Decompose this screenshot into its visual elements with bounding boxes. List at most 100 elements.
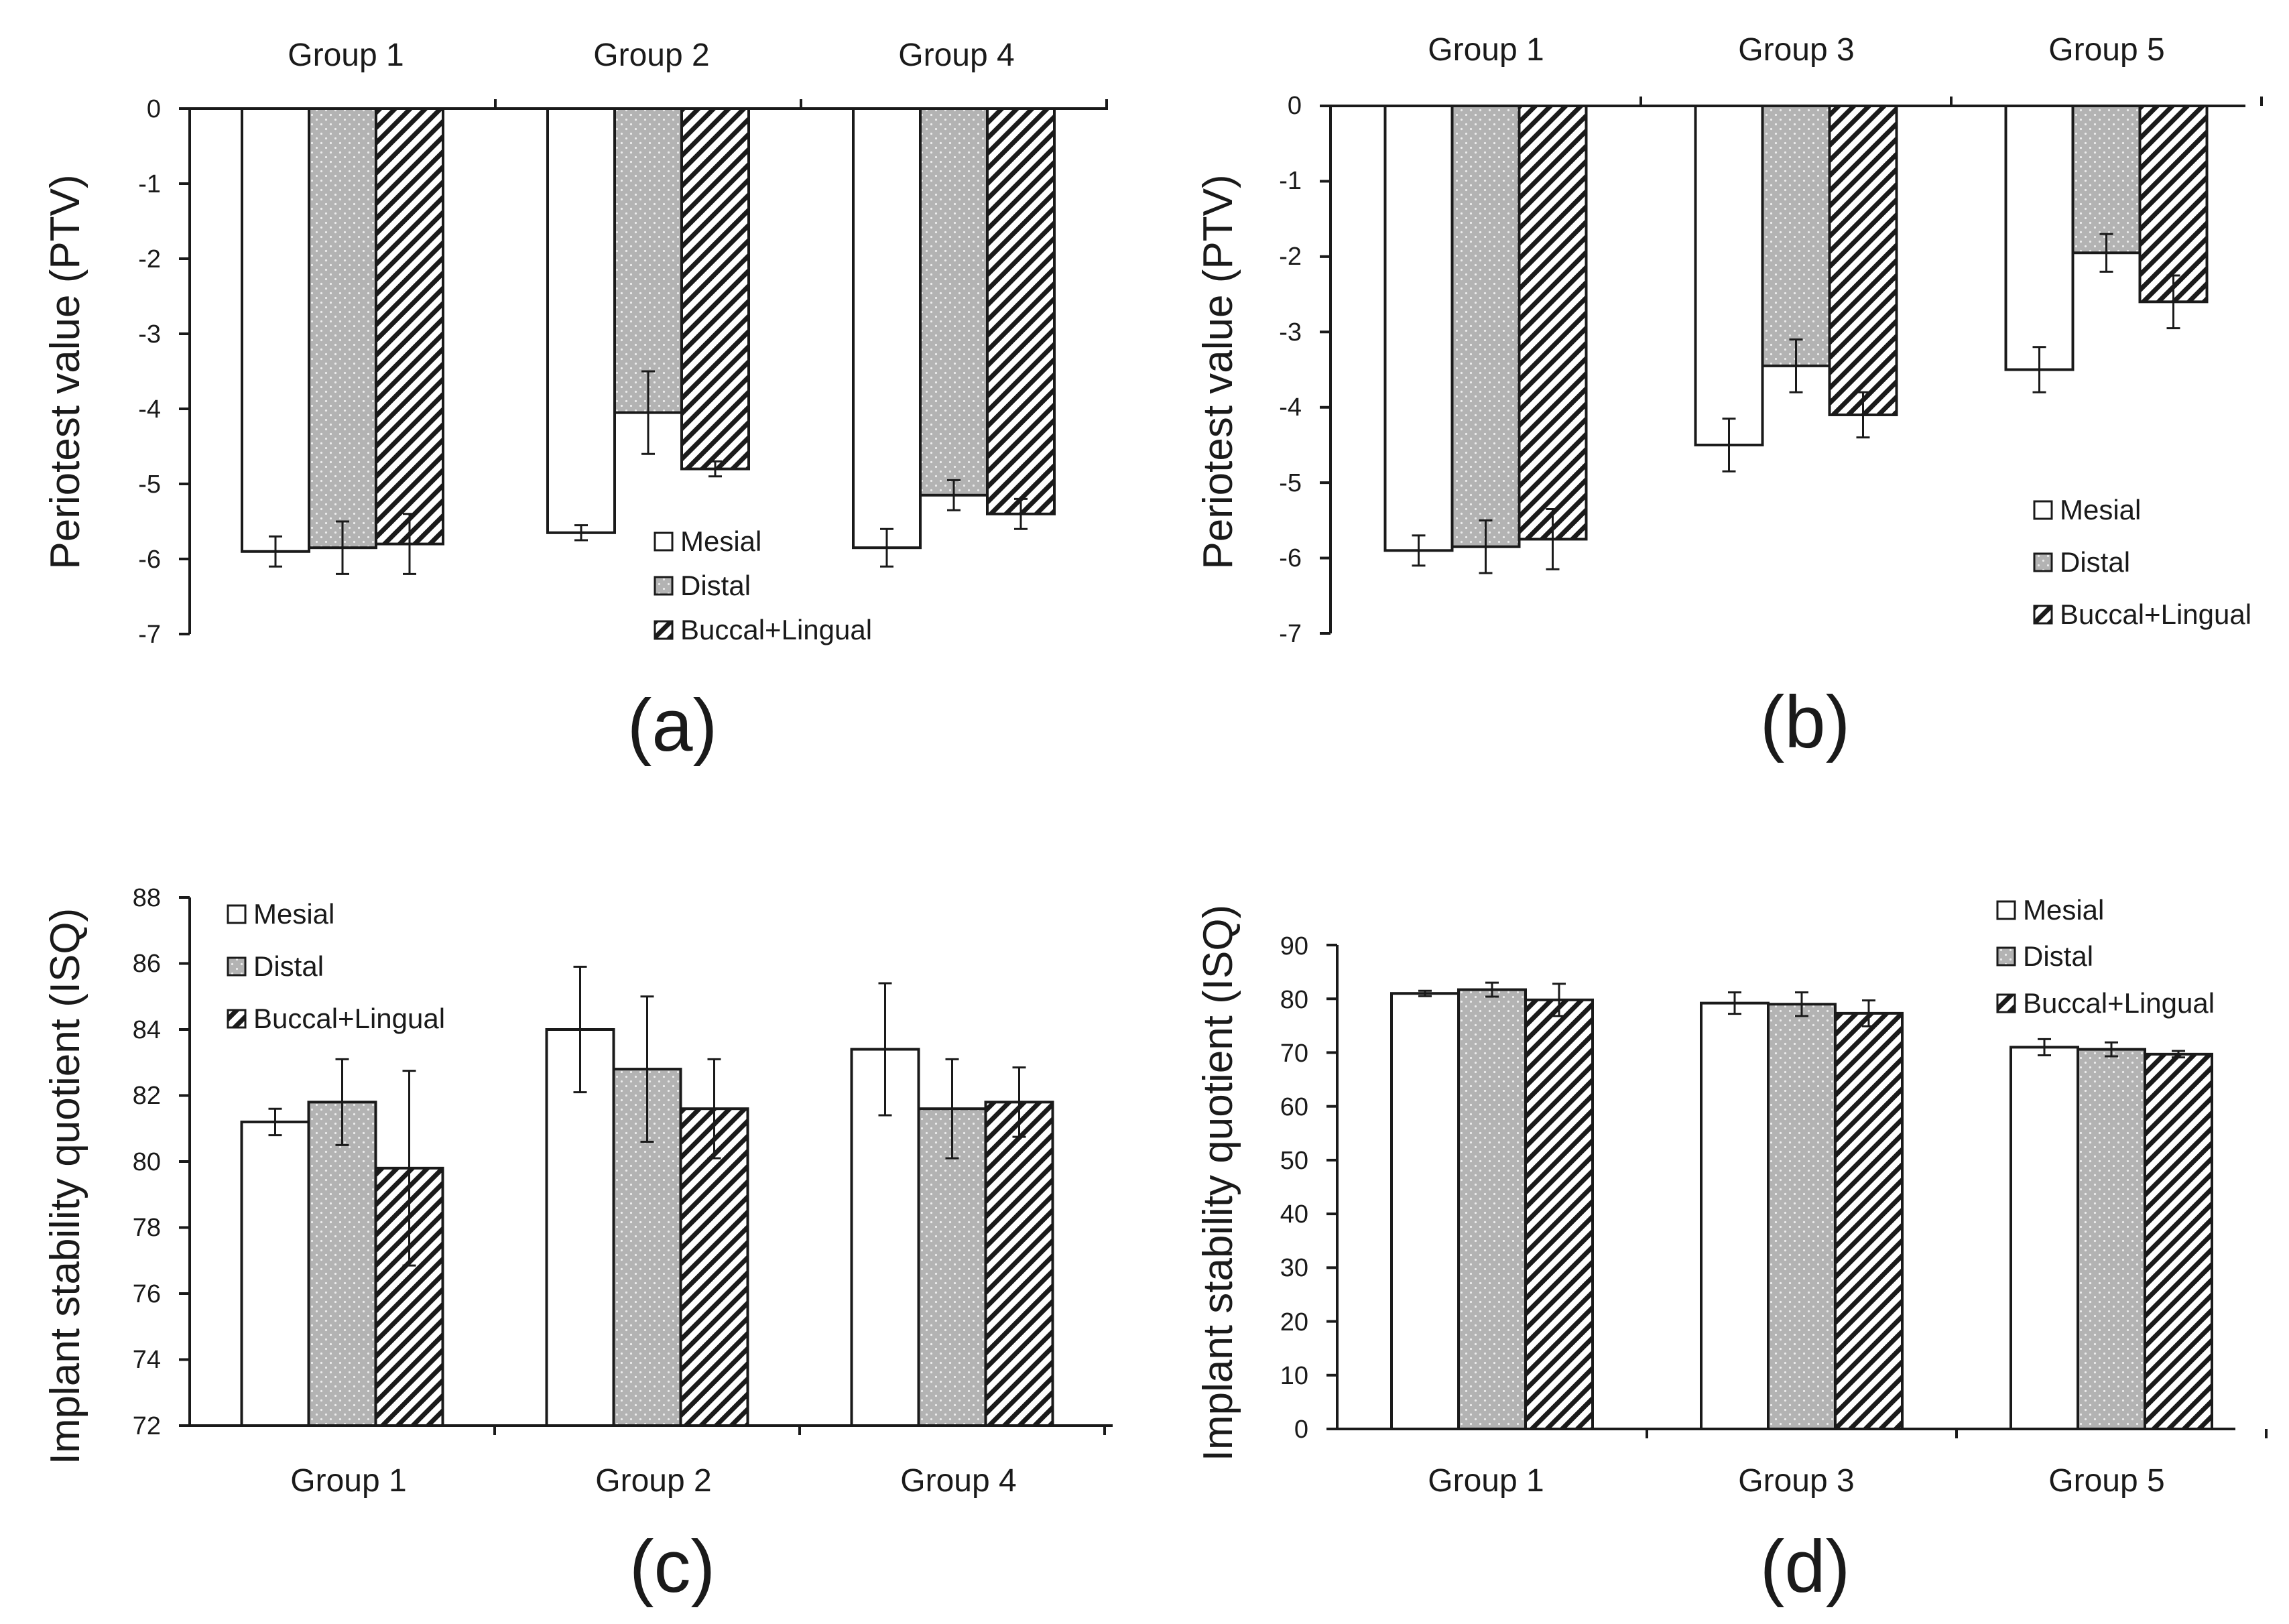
y-tick-label: -3 bbox=[1279, 318, 1302, 347]
y-axis-title: Periotest value (PTV) bbox=[1195, 174, 1241, 569]
category-label: Group 3 bbox=[1738, 32, 1854, 68]
category-label: Group 4 bbox=[898, 38, 1014, 73]
bar-distal bbox=[1450, 105, 1521, 548]
y-tick-labels: 0 -1 -2 -3 -4 -5 -6 -7 bbox=[1279, 92, 1302, 648]
y-tick-label: 90 bbox=[1280, 932, 1308, 960]
y-tick-label: 0 bbox=[1294, 1416, 1308, 1444]
bar-distal bbox=[307, 1101, 377, 1427]
y-tick-label: -4 bbox=[138, 395, 161, 424]
y-tick-label: 70 bbox=[1280, 1040, 1308, 1068]
plot-area bbox=[179, 99, 1108, 635]
panel-label: (a) bbox=[627, 684, 717, 767]
bar-distal bbox=[613, 107, 683, 414]
y-tick-label: -3 bbox=[138, 320, 161, 349]
bar-buccal-lingual bbox=[984, 1101, 1054, 1427]
legend-swatch-distal bbox=[2033, 552, 2053, 572]
bar-mesial bbox=[1390, 992, 1460, 1430]
y-axis-title: Implant stability quotient (ISQ) bbox=[42, 908, 88, 1464]
bar-mesial bbox=[546, 107, 616, 534]
category-labels: Group 1 Group 3 Group 5 bbox=[1428, 32, 2164, 68]
y-tick-label: -6 bbox=[1279, 544, 1302, 572]
bar-mesial bbox=[240, 1120, 310, 1428]
chart-d: Implant stability quotient (ISQ) 0 10 20… bbox=[1195, 894, 2268, 1608]
y-tick-labels: 0 10 20 30 40 50 60 70 80 90 bbox=[1280, 932, 1308, 1444]
y-tick-label: 72 bbox=[133, 1412, 161, 1440]
y-tick-label: 78 bbox=[133, 1214, 161, 1242]
y-axis-title: Periotest value (PTV) bbox=[42, 174, 88, 569]
legend-swatch-mesial bbox=[227, 904, 247, 924]
y-tick-label: 80 bbox=[133, 1148, 161, 1176]
panel-label: (d) bbox=[1760, 1525, 1850, 1608]
bar-buccal-lingual bbox=[679, 1107, 749, 1427]
y-tick-label: 82 bbox=[133, 1082, 161, 1110]
category-label: Group 1 bbox=[1428, 32, 1544, 68]
bar-buccal-lingual bbox=[1524, 998, 1594, 1430]
y-tick-label: -5 bbox=[1279, 469, 1302, 497]
y-tick-label: 50 bbox=[1280, 1147, 1308, 1175]
legend-swatch-buccal-lingual bbox=[2033, 605, 2053, 625]
bar-buccal-lingual bbox=[375, 107, 444, 546]
bar-distal bbox=[612, 1068, 682, 1427]
bar-mesial bbox=[1383, 105, 1454, 552]
category-label: Group 1 bbox=[1428, 1463, 1544, 1499]
legend-label: Buccal+Lingual bbox=[2060, 599, 2251, 630]
chart-b: Periotest value (PTV) 0 -1 -2 -3 -4 -5 -… bbox=[1195, 32, 2263, 763]
bar-buccal-lingual bbox=[1834, 1011, 1904, 1430]
bar-distal bbox=[1767, 1003, 1837, 1430]
chart-c: Implant stability quotient (ISQ) 72 74 7… bbox=[42, 884, 1113, 1608]
bar-buccal-lingual bbox=[680, 107, 750, 471]
legend-label: Mesial bbox=[2060, 494, 2141, 525]
y-tick-labels: 72 74 76 78 80 82 84 86 88 bbox=[133, 884, 161, 1440]
y-tick-label: 40 bbox=[1280, 1200, 1308, 1229]
category-labels: Group 1 Group 2 Group 4 bbox=[290, 1463, 1016, 1499]
panel-label: (b) bbox=[1760, 681, 1850, 763]
legend-label: Mesial bbox=[680, 525, 761, 557]
y-tick-label: 76 bbox=[133, 1280, 161, 1308]
bar-mesial bbox=[1694, 105, 1764, 446]
bar-buccal-lingual bbox=[2144, 1052, 2213, 1430]
category-labels: Group 1 Group 2 Group 4 bbox=[288, 38, 1014, 73]
legend-label: Distal bbox=[253, 950, 324, 982]
y-tick-label: 74 bbox=[133, 1346, 161, 1374]
legend: Mesial Distal Buccal+Lingual bbox=[654, 525, 872, 645]
category-label: Group 1 bbox=[290, 1463, 406, 1499]
category-label: Group 5 bbox=[2048, 32, 2164, 68]
y-tick-label: 0 bbox=[1288, 92, 1302, 120]
bar-mesial bbox=[1700, 1001, 1770, 1430]
bar-distal bbox=[1457, 988, 1527, 1430]
chart-a: Periotest value (PTV) 0 -1 -2 -3 -4 -5 -… bbox=[42, 38, 1108, 767]
y-tick-label: -7 bbox=[1279, 620, 1302, 648]
legend-swatch-mesial bbox=[2033, 500, 2053, 520]
bar-buccal-lingual bbox=[986, 107, 1056, 515]
legend: Mesial Distal Buccal+Lingual bbox=[227, 898, 445, 1034]
legend-swatch-distal bbox=[654, 576, 674, 596]
category-label: Group 1 bbox=[288, 38, 404, 73]
bar-buccal-lingual bbox=[1828, 105, 1898, 416]
y-tick-label: -1 bbox=[138, 170, 161, 198]
bar-buccal-lingual bbox=[1518, 105, 1588, 541]
y-tick-label: 10 bbox=[1280, 1362, 1308, 1390]
category-label: Group 5 bbox=[2048, 1463, 2164, 1499]
plot-area bbox=[1320, 97, 2263, 635]
bar-distal bbox=[919, 107, 989, 497]
y-tick-label: -5 bbox=[138, 471, 161, 499]
legend-swatch-distal bbox=[227, 956, 247, 977]
legend-label: Distal bbox=[680, 570, 751, 601]
category-labels: Group 1 Group 3 Group 5 bbox=[1428, 1463, 2164, 1499]
plot-area bbox=[179, 896, 1113, 1435]
y-tick-label: 60 bbox=[1280, 1093, 1308, 1121]
legend-swatch-buccal-lingual bbox=[227, 1009, 247, 1029]
legend-label: Mesial bbox=[2023, 894, 2104, 926]
bar-mesial bbox=[852, 107, 922, 550]
category-label: Group 3 bbox=[1738, 1463, 1854, 1499]
bar-buccal-lingual bbox=[2138, 105, 2209, 304]
plot-area bbox=[1326, 944, 2268, 1438]
y-tick-label: -2 bbox=[1279, 243, 1302, 271]
panel-label: (c) bbox=[629, 1525, 715, 1608]
legend-swatch-buccal-lingual bbox=[654, 620, 674, 640]
category-label: Group 4 bbox=[900, 1463, 1016, 1499]
bar-mesial bbox=[241, 107, 310, 553]
bar-mesial bbox=[2009, 1046, 2079, 1430]
y-tick-label: -7 bbox=[138, 621, 161, 649]
